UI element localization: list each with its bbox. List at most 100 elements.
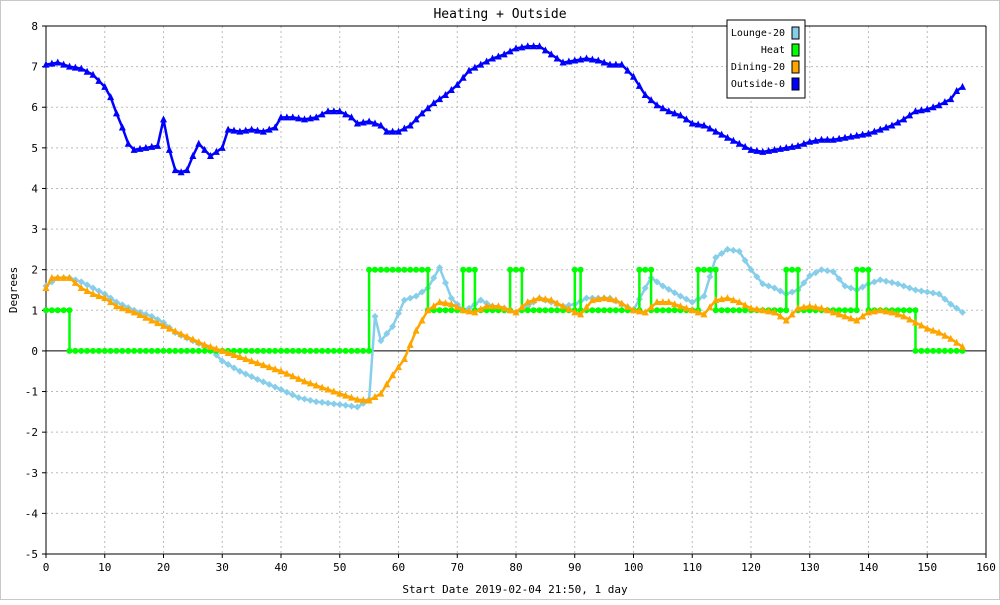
heat-point [236,347,243,354]
lounge-20-point [83,281,91,289]
outside-0-point [494,52,502,60]
dining-20-point [453,303,461,311]
outside-0-point [541,46,549,54]
dining-20-point [101,294,109,302]
heat-point [424,266,431,273]
outside-0-point [700,121,708,129]
dining-20-point [653,298,661,306]
lounge-20-point [859,283,867,291]
y-tick-label: -3 [25,467,38,480]
heat-point [665,307,672,314]
dining-20-point [647,303,655,311]
dining-20-point [324,385,332,393]
heat-point [906,307,913,314]
lounge-20-point [283,388,291,396]
dining-20-point [941,331,949,339]
outside-0-point [453,80,461,88]
lounge-20-point [265,380,273,388]
dining-20-point [289,372,297,380]
dining-20-point [571,308,579,316]
lounge-20-point [888,279,896,287]
dining-20-point [917,321,925,329]
dining-20-point [212,344,220,352]
y-tick-label: 3 [31,223,38,236]
lounge-20-point [418,288,426,296]
heat-point [448,307,455,314]
dining-20-point [959,342,966,350]
outside-0-point [465,66,473,74]
outside-0-point [183,166,191,174]
heat-point [160,347,167,354]
heat-point [912,347,919,354]
lounge-20-point [776,287,784,295]
lounge-20-point [959,308,966,316]
heat-point [131,347,138,354]
outside-0-point [201,145,209,153]
lounge-20-point [729,246,737,254]
outside-0-point [189,151,197,159]
outside-0-point [641,91,649,99]
outside-0-point [524,42,532,50]
dining-20-point [794,304,802,312]
heat-point [595,307,602,314]
outside-0-point [776,144,784,152]
outside-0-point [430,99,438,107]
outside-0-point [782,143,790,151]
heat-point [254,347,261,354]
heat-point [618,307,625,314]
dining-20-point [424,306,432,314]
x-tick-label: 130 [800,561,820,574]
outside-0-point [306,114,314,122]
lounge-20-point [771,284,778,292]
lounge-20-point [835,275,843,283]
heat-point [142,347,149,354]
dining-20-point [389,371,397,379]
heat-point [377,266,384,273]
lounge-20-point [894,280,902,288]
dining-20-point [624,302,632,310]
y-tick-label: 1 [31,304,38,317]
outside-0-point [894,118,902,126]
outside-0-point [865,129,872,137]
heat-point [724,307,731,314]
x-tick-label: 60 [392,561,405,574]
dining-20-point [436,298,444,306]
dining-20-point [771,308,778,316]
lounge-20-point [318,398,326,406]
lounge-20-point [917,287,925,295]
outside-0-point [177,168,185,176]
lounge-20-point [759,280,767,288]
outside-0-point [906,111,914,119]
heat-point [283,347,290,354]
dining-20-point [577,310,585,318]
legend-label-outside-0: Outside-0 [731,79,785,90]
outside-0-point [89,70,97,78]
dining-20-point [923,324,931,332]
y-tick-label: -4 [25,507,39,520]
outside-0-point [259,127,267,135]
dining-20-point [418,316,426,324]
dining-20-point [888,308,896,316]
x-tick-label: 0 [43,561,50,574]
dining-20-point [500,304,508,312]
heat-point [536,307,543,314]
x-tick-label: 160 [976,561,996,574]
lounge-20-point [101,290,109,298]
dining-20-point [130,308,138,316]
lounge-20-point [336,401,344,409]
outside-0-point [806,137,814,145]
lounge-20-point [377,337,385,345]
dining-20-point [935,328,943,336]
heat-point [266,347,273,354]
outside-0-point [400,124,408,132]
lounge-20-point [641,284,649,292]
outside-0-point [718,130,726,138]
outside-0-point [295,114,303,122]
dining-20-point [494,302,502,310]
dining-20-point [171,327,179,335]
y-tick-label: 4 [31,182,38,195]
heat-point [695,266,702,273]
